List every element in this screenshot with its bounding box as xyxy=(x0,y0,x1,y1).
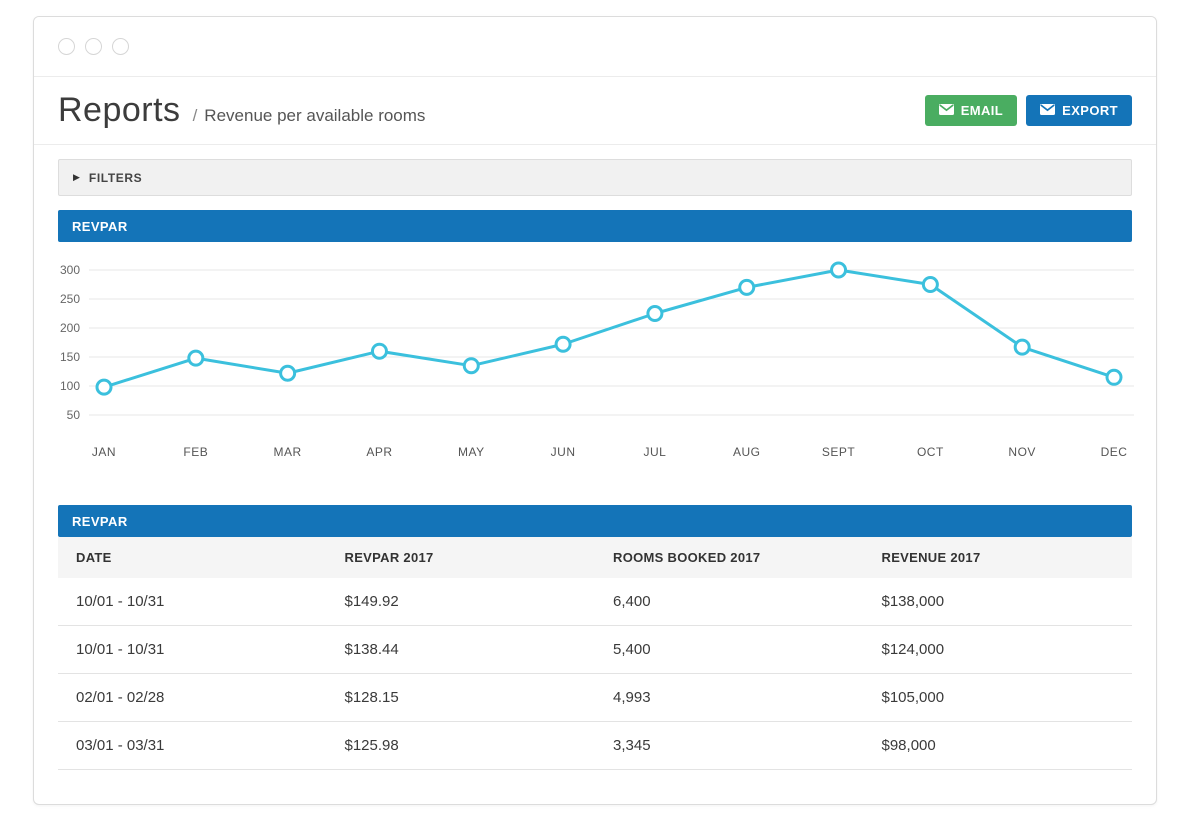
email-button-label: EMAIL xyxy=(960,103,1004,118)
email-button[interactable]: EMAIL xyxy=(924,95,1018,126)
filters-label: FILTERS xyxy=(88,170,143,185)
table-panel-title: REVPAR xyxy=(72,513,128,529)
cell-date: 10/01 - 10/31 xyxy=(58,625,327,674)
cell-revenue: $124,000 xyxy=(863,625,1132,674)
window-control-icon[interactable] xyxy=(85,38,102,55)
x-axis-tick-label: MAY xyxy=(458,445,485,459)
column-header-rooms-booked: ROOMS BOOKED 2017 xyxy=(595,537,864,578)
breadcrumb: Reports / Revenue per available rooms xyxy=(58,91,425,130)
table-header-row: DATE REVPAR 2017 ROOMS BOOKED 2017 REVEN… xyxy=(58,537,1132,578)
cell-date: 02/01 - 02/28 xyxy=(58,673,327,722)
data-point-marker xyxy=(1013,338,1031,356)
cell-rooms-booked: 6,400 xyxy=(595,578,864,626)
x-axis-tick-label: JUL xyxy=(643,445,666,459)
window-titlebar xyxy=(34,17,1156,77)
y-axis-tick-label: 250 xyxy=(60,292,80,306)
column-header-date: DATE xyxy=(58,537,327,578)
x-axis-tick-label: SEPT xyxy=(822,445,856,459)
app-window: Reports / Revenue per available rooms EM… xyxy=(33,16,1157,805)
export-button[interactable]: EXPORT xyxy=(1026,95,1132,126)
cell-revenue: $98,000 xyxy=(863,721,1132,770)
data-point-marker xyxy=(554,335,572,353)
data-point-marker xyxy=(370,342,388,360)
table-row: 03/01 - 03/31 $125.98 3,345 $98,000 xyxy=(58,721,1132,770)
filters-toggle[interactable]: ▶ FILTERS xyxy=(58,159,1132,196)
page-title: Reports xyxy=(58,91,181,129)
column-header-revpar: REVPAR 2017 xyxy=(326,537,595,578)
table-row: 02/01 - 02/28 $128.15 4,993 $105,000 xyxy=(58,673,1132,722)
line-chart-svg: 50 100 150 200 250 300 JAN FEB MAR APR MAY JUN JUL AU… xyxy=(60,261,1134,459)
data-point-marker xyxy=(95,378,113,396)
breadcrumb-separator: / xyxy=(192,106,198,125)
data-point-marker xyxy=(279,364,297,382)
x-axis-tick-label: NOV xyxy=(1008,445,1036,459)
data-point-marker xyxy=(921,276,939,293)
x-axis-tick-label: MAR xyxy=(274,445,302,459)
chart-panel-title: REVPAR xyxy=(72,218,128,234)
envelope-icon xyxy=(1040,103,1056,118)
y-axis-tick-label: 200 xyxy=(60,321,80,335)
page-content: ▶ FILTERS REVPAR 50 100 150 200 250 300 JAN FEB… xyxy=(34,145,1156,770)
data-point-marker xyxy=(462,357,480,375)
x-axis-tick-label: FEB xyxy=(183,445,208,459)
header-actions: EMAIL EXPORT xyxy=(924,95,1132,126)
revpar-line-chart: 50 100 150 200 250 300 JAN FEB MAR APR MAY JUN JUL AU… xyxy=(58,242,1134,479)
cell-revenue: $138,000 xyxy=(863,578,1132,626)
revpar-table: DATE REVPAR 2017 ROOMS BOOKED 2017 REVEN… xyxy=(58,537,1132,770)
envelope-icon xyxy=(938,103,954,118)
cell-revpar: $138.44 xyxy=(326,625,595,674)
data-point-marker xyxy=(830,261,848,279)
export-button-label: EXPORT xyxy=(1062,103,1118,118)
x-axis-tick-label: JAN xyxy=(92,445,116,459)
x-axis-tick-label: JUN xyxy=(551,445,576,459)
table-row: 10/01 - 10/31 $149.92 6,400 $138,000 xyxy=(58,578,1132,626)
table-panel-header: REVPAR xyxy=(58,505,1132,537)
page-subtitle: Revenue per available rooms xyxy=(204,106,426,125)
window-control-icon[interactable] xyxy=(58,38,75,55)
series-line xyxy=(102,268,1116,389)
cell-revpar: $125.98 xyxy=(326,721,595,770)
y-axis-tick-label: 50 xyxy=(67,408,81,422)
data-point-marker xyxy=(738,278,756,296)
cell-revenue: $105,000 xyxy=(863,673,1132,722)
caret-right-icon: ▶ xyxy=(73,172,80,182)
y-axis-tick-label: 150 xyxy=(60,350,80,364)
cell-date: 10/01 - 10/31 xyxy=(58,578,327,626)
cell-revpar: $149.92 xyxy=(326,578,595,626)
x-axis-tick-label: OCT xyxy=(917,445,944,459)
cell-revpar: $128.15 xyxy=(326,673,595,722)
y-axis-tick-label: 100 xyxy=(60,379,80,393)
chart-panel-header: REVPAR xyxy=(58,210,1132,242)
window-control-icon[interactable] xyxy=(112,38,129,55)
y-axis-tick-label: 300 xyxy=(60,263,80,277)
cell-rooms-booked: 5,400 xyxy=(595,625,864,674)
x-axis-tick-label: AUG xyxy=(733,445,761,459)
cell-date: 03/01 - 03/31 xyxy=(58,721,327,770)
x-axis-tick-label: APR xyxy=(366,445,392,459)
column-header-revenue: REVENUE 2017 xyxy=(863,537,1132,578)
cell-rooms-booked: 3,345 xyxy=(595,721,864,770)
page-header: Reports / Revenue per available rooms EM… xyxy=(34,77,1156,145)
x-axis-tick-label: DEC xyxy=(1101,445,1128,459)
table-row: 10/01 - 10/31 $138.44 5,400 $124,000 xyxy=(58,625,1132,674)
data-point-marker xyxy=(1105,368,1123,386)
data-point-marker xyxy=(187,349,205,367)
data-point-marker xyxy=(646,305,664,322)
cell-rooms-booked: 4,993 xyxy=(595,673,864,722)
